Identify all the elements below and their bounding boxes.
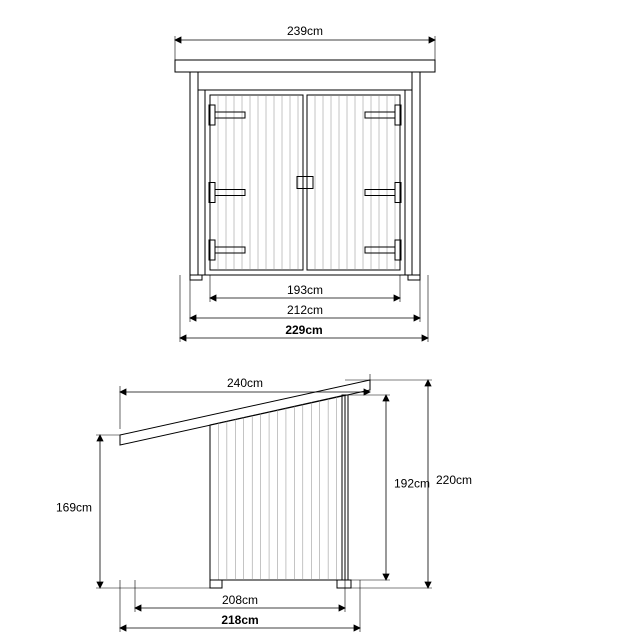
svg-text:212cm: 212cm — [287, 303, 323, 317]
svg-text:229cm: 229cm — [285, 323, 322, 337]
svg-text:240cm: 240cm — [227, 376, 263, 390]
svg-text:218cm: 218cm — [221, 613, 258, 627]
svg-text:220cm: 220cm — [436, 473, 472, 487]
svg-text:169cm: 169cm — [56, 501, 92, 515]
svg-text:208cm: 208cm — [222, 593, 258, 607]
svg-text:193cm: 193cm — [287, 283, 323, 297]
svg-text:239cm: 239cm — [287, 24, 323, 38]
svg-text:192cm: 192cm — [394, 477, 430, 491]
